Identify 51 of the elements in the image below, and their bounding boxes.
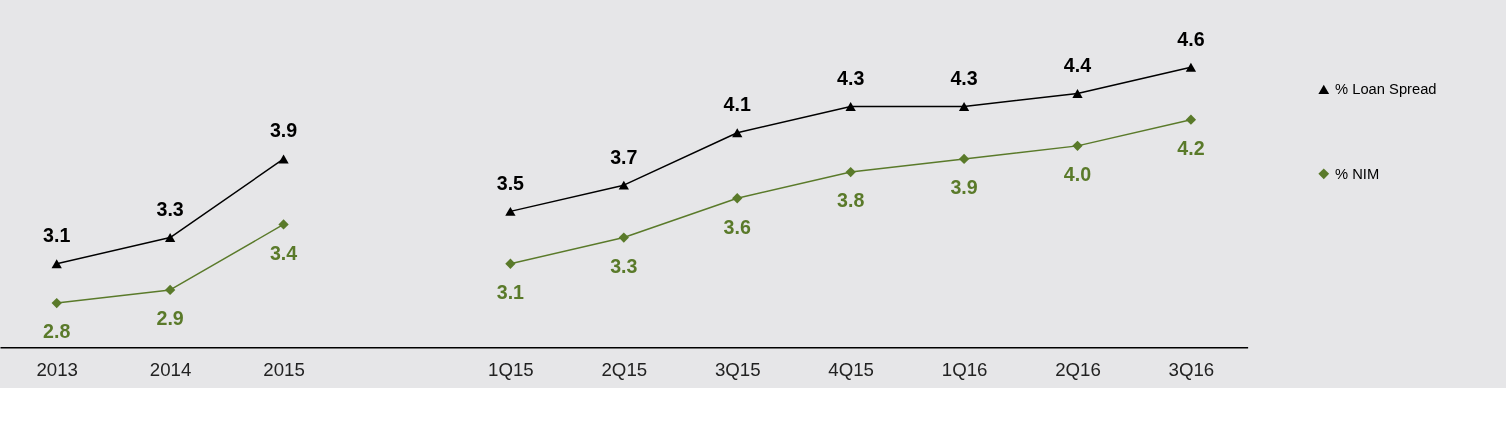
point	[732, 128, 743, 138]
x-tick-label: 2Q16	[1055, 359, 1101, 381]
x-tick-label: 2015	[263, 359, 305, 381]
x-tick-label: 4Q15	[828, 359, 874, 381]
x-tick-label: 1Q16	[941, 359, 988, 381]
data-label: 3.3	[610, 254, 638, 277]
point	[958, 153, 970, 165]
data-label: 3.4	[269, 241, 298, 264]
data-label: 4.6	[1177, 27, 1205, 50]
x-tick-label: 2013	[36, 359, 78, 381]
x-tick-label: 2Q15	[601, 359, 648, 381]
point	[51, 259, 62, 269]
data-label: 4.2	[1177, 137, 1205, 160]
point	[845, 166, 856, 178]
point	[1185, 114, 1197, 125]
point	[618, 232, 629, 243]
point	[845, 102, 856, 112]
x-tick-label: 1Q15	[488, 359, 534, 381]
data-label: 4.3	[837, 66, 865, 89]
data-label: 4.0	[1063, 163, 1092, 186]
data-label: 3.9	[269, 119, 298, 142]
legend-label: % Loan Spread	[1335, 81, 1437, 98]
data-label: 2.8	[43, 320, 71, 343]
data-label: 4.1	[723, 93, 751, 116]
point	[505, 258, 516, 269]
point	[505, 206, 516, 216]
data-label: 4.4	[1063, 53, 1092, 76]
data-label: 3.7	[610, 145, 638, 168]
point	[278, 219, 289, 230]
x-tick-label: 2014	[149, 359, 192, 381]
data-label: 3.6	[723, 215, 751, 238]
legend-label: % NIM	[1335, 165, 1380, 182]
data-label: 3.3	[156, 197, 184, 220]
data-label: 2.9	[156, 307, 184, 330]
x-tick-label: 3Q15	[714, 359, 761, 381]
point	[618, 180, 629, 190]
data-label: 3.9	[950, 176, 978, 199]
point	[732, 193, 743, 204]
point	[51, 297, 62, 309]
data-label: 3.1	[43, 224, 71, 247]
point	[1185, 62, 1197, 72]
point	[1072, 140, 1083, 152]
data-label: 3.1	[496, 281, 525, 304]
point	[164, 233, 176, 243]
point	[164, 284, 176, 296]
x-tick-label: 3Q16	[1168, 359, 1215, 381]
data-label: 3.5	[496, 171, 525, 194]
point	[1072, 89, 1083, 98]
point	[958, 102, 970, 112]
data-label: 3.8	[837, 189, 865, 212]
data-label: 4.3	[950, 66, 978, 89]
